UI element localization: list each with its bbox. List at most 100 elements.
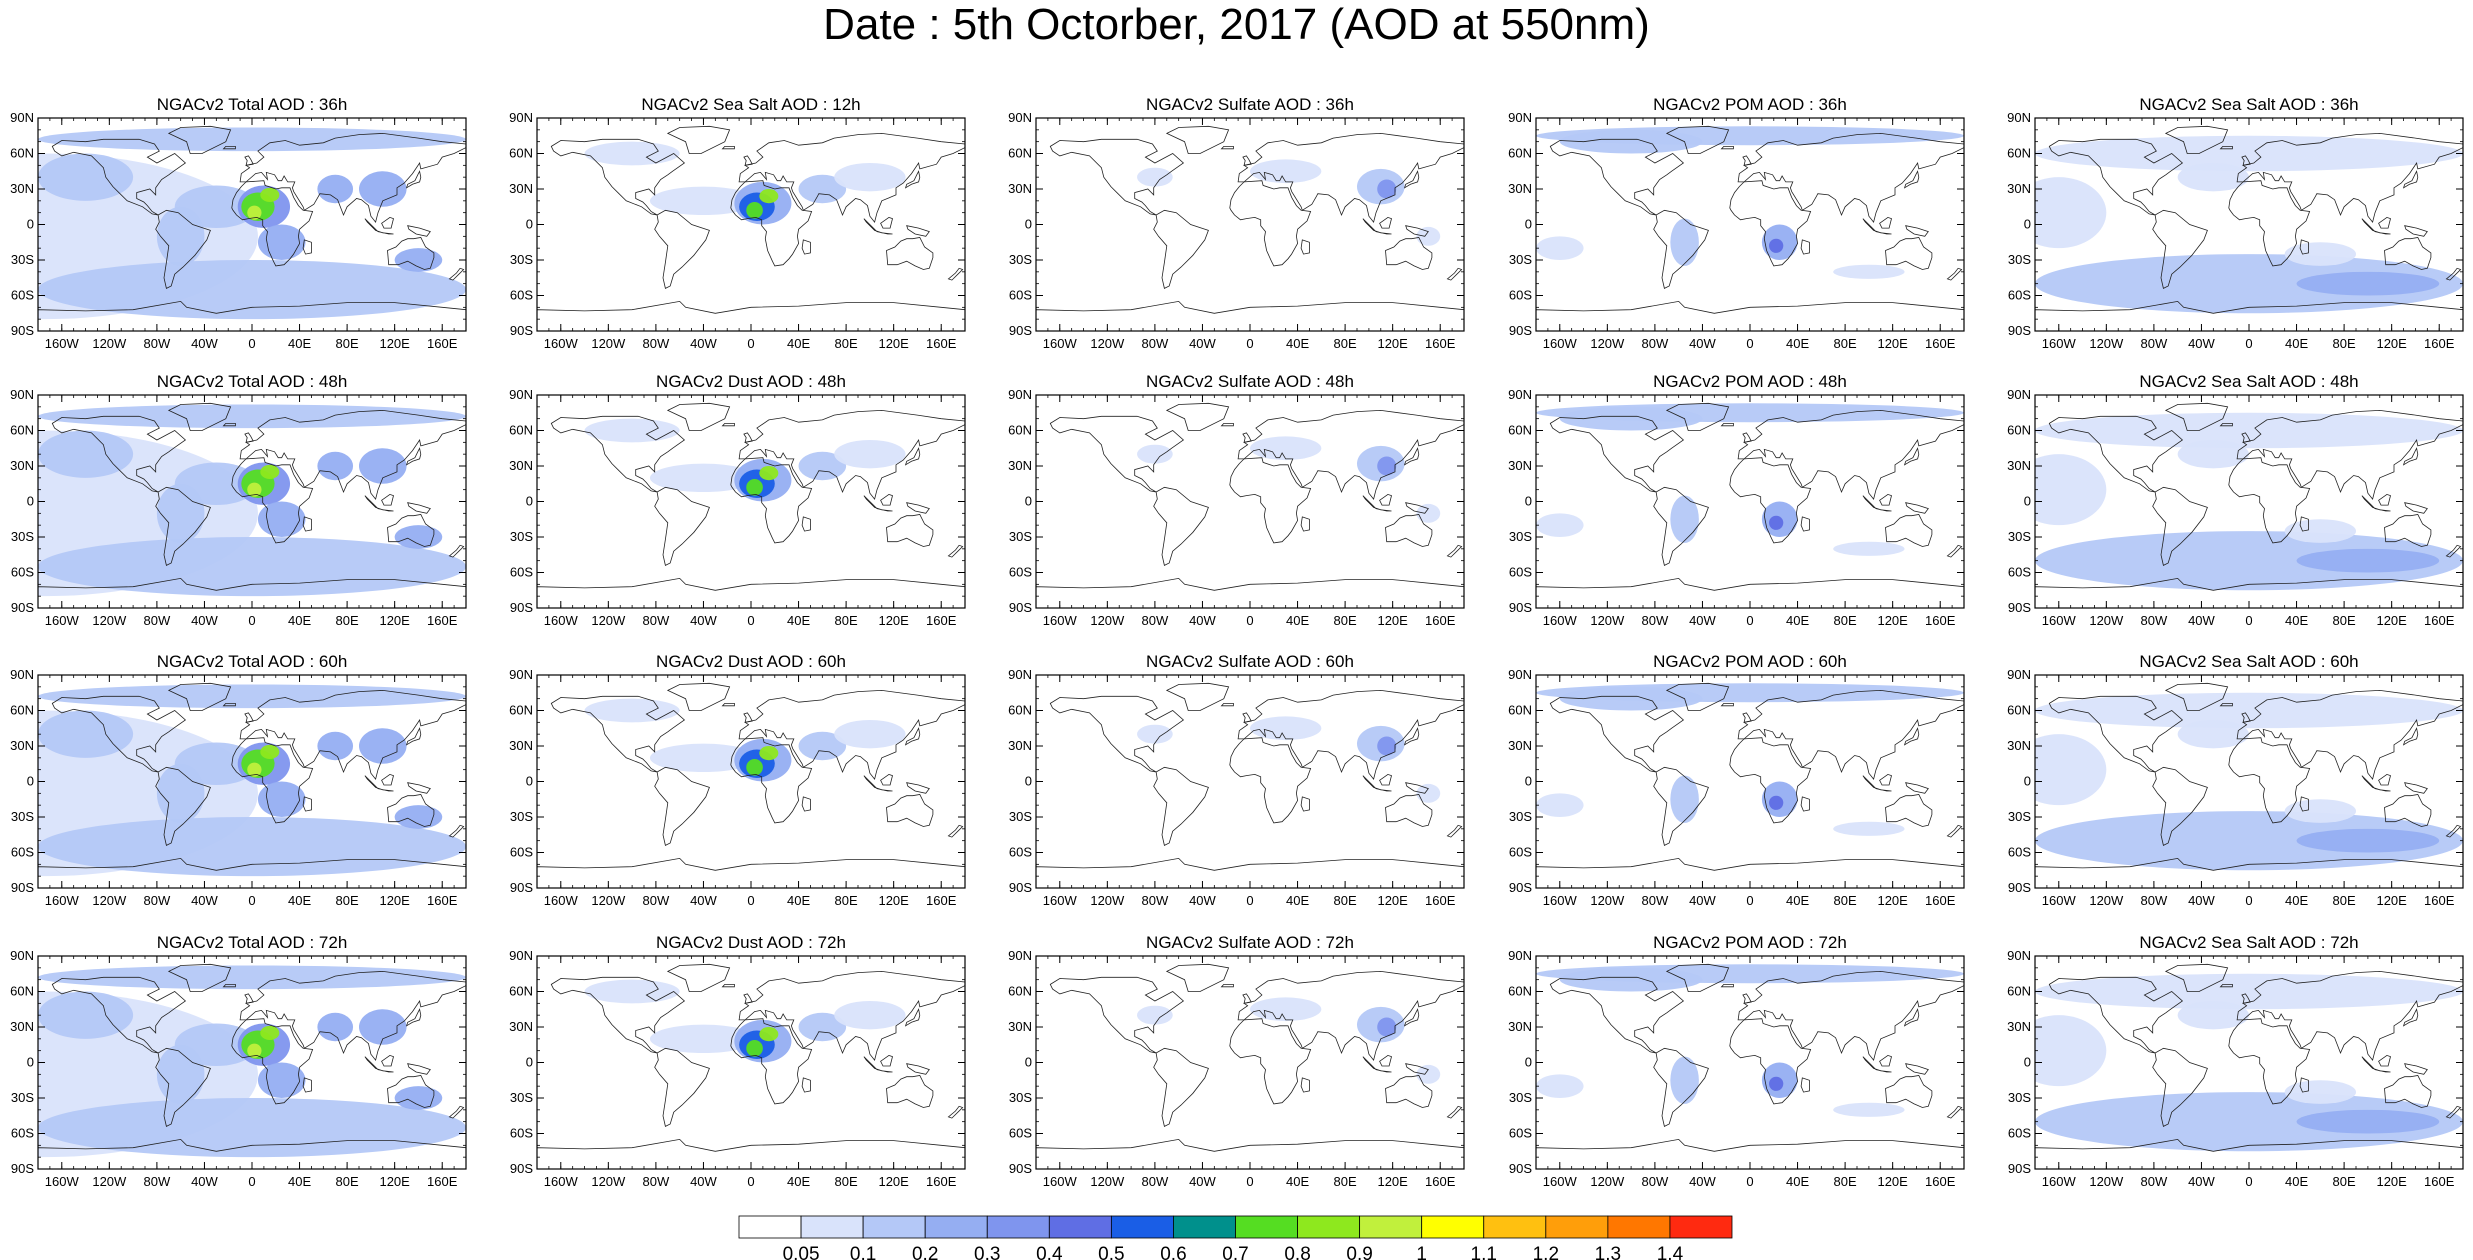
colorbar-label: 0.1 xyxy=(850,1244,876,1260)
lon-tick-label: 80E xyxy=(835,1174,858,1189)
map-background xyxy=(1036,956,1464,1169)
lat-tick-label: 60N xyxy=(509,146,533,161)
lon-tick-label: 40W xyxy=(191,336,218,351)
coastline-africa xyxy=(1229,180,1312,267)
aod-contour xyxy=(394,805,443,829)
coastline-newguinea xyxy=(1905,225,1929,237)
coastline-uk xyxy=(743,155,753,166)
lon-tick-label: 160W xyxy=(544,893,579,908)
panel-title: NGACv2 Total AOD : 60h xyxy=(157,652,348,671)
coastlines xyxy=(2035,963,2463,1169)
aod-field xyxy=(1536,683,1964,836)
coastline-madagascar xyxy=(2299,796,2309,812)
coastline-africa xyxy=(730,737,813,824)
coastline-antarctica xyxy=(38,577,466,608)
coastline-uk xyxy=(1242,993,1252,1004)
lon-tick-label: 120W xyxy=(92,893,127,908)
lon-tick-label: 120E xyxy=(379,893,410,908)
coastline-antarctica xyxy=(1036,1138,1464,1169)
coastline-uk xyxy=(1242,432,1252,443)
coastline-greenland xyxy=(666,125,731,154)
lon-tick-label: 160E xyxy=(2424,336,2455,351)
aod-contour xyxy=(38,430,134,478)
lat-tick-label: 30N xyxy=(1508,738,1532,753)
colorbar-swatch xyxy=(738,1215,802,1239)
coastline-indonesia xyxy=(364,1056,394,1073)
lon-tick-label: 80E xyxy=(336,336,359,351)
lat-tick-label: 30N xyxy=(509,1019,533,1034)
coastline-eurasia xyxy=(1737,689,1964,780)
lat-tick-label: 60N xyxy=(1008,146,1032,161)
coastline-japan xyxy=(904,727,921,746)
lon-tick-label: 160E xyxy=(427,613,458,628)
coastline-iceland xyxy=(721,145,735,150)
lon-tick-label: 0 xyxy=(747,893,754,908)
aod-contour xyxy=(394,525,443,549)
aod-contour xyxy=(1559,967,1703,992)
lon-tick-label: 80E xyxy=(2333,336,2356,351)
coastline-madagascar xyxy=(801,239,811,255)
lon-tick-label: 0 xyxy=(1746,893,1753,908)
lat-tick-label: 90N xyxy=(1508,948,1532,963)
lon-tick-label: 40E xyxy=(1786,336,1809,351)
coastline-samerica xyxy=(2152,766,2208,846)
coastline-namerica xyxy=(1049,138,1185,216)
coastline-iceland xyxy=(1220,145,1234,150)
aod-contour xyxy=(759,1027,779,1042)
coastline-australia xyxy=(886,514,934,547)
lon-tick-label: 80W xyxy=(2141,1174,2168,1189)
lon-tick-label: 80W xyxy=(144,1174,171,1189)
panel-title: NGACv2 Dust AOD : 72h xyxy=(656,933,846,952)
aod-contour xyxy=(260,1025,280,1041)
lat-tick-label: 30S xyxy=(1009,252,1032,267)
lon-tick-label: 120E xyxy=(1877,336,1908,351)
aod-contour xyxy=(1536,1074,1584,1098)
aod-contour xyxy=(359,171,407,207)
lat-tick-label: 90N xyxy=(1508,387,1532,402)
aod-contour xyxy=(1137,444,1173,464)
lat-tick-label: 30S xyxy=(510,252,533,267)
colorbar-label: 0.05 xyxy=(783,1244,820,1260)
lon-tick-label: 160E xyxy=(1425,1174,1456,1189)
coastline-antarctica xyxy=(1036,857,1464,888)
lat-tick-label: 60S xyxy=(11,1126,34,1141)
coastline-indonesia xyxy=(364,775,394,792)
aod-contour xyxy=(38,127,466,152)
lon-tick-label: 160E xyxy=(1425,893,1456,908)
lon-tick-label: 80W xyxy=(1142,893,1169,908)
coastline-nz xyxy=(947,267,964,281)
map-background xyxy=(1036,118,1464,331)
lat-tick-label: 30N xyxy=(1508,1019,1532,1034)
coastline-namerica xyxy=(1049,695,1185,773)
coastline-nz xyxy=(2445,267,2462,281)
lon-tick-label: 40E xyxy=(787,1174,810,1189)
aod-contour xyxy=(1377,1017,1397,1037)
lon-tick-label: 40E xyxy=(2285,1174,2308,1189)
lon-tick-label: 80E xyxy=(1334,1174,1357,1189)
coastline-indonesia xyxy=(364,218,394,235)
lat-tick-label: 90S xyxy=(1009,880,1032,895)
lat-tick-label: 60S xyxy=(1509,845,1532,860)
aod-contour xyxy=(746,479,763,496)
aod-contour xyxy=(1137,167,1173,187)
lat-tick-label: 30N xyxy=(10,181,34,196)
lat-tick-label: 60S xyxy=(2008,1126,2031,1141)
lat-tick-label: 30S xyxy=(11,252,34,267)
aod-contour xyxy=(38,1098,466,1158)
lat-tick-label: 30S xyxy=(1509,529,1532,544)
colorbar-label: 1.3 xyxy=(1595,1244,1621,1260)
coastline-newguinea xyxy=(1905,782,1929,794)
map-background xyxy=(1536,956,1964,1169)
aod-contour xyxy=(1670,775,1699,823)
coastline-borneo xyxy=(2378,216,2391,229)
lat-tick-label: 60N xyxy=(2007,703,2031,718)
lat-tick-label: 60N xyxy=(1008,703,1032,718)
colorbar-swatch xyxy=(800,1215,864,1239)
coastline-newguinea xyxy=(407,782,431,794)
lon-tick-label: 120W xyxy=(1090,336,1125,351)
lat-tick-label: 60S xyxy=(2008,565,2031,580)
lon-tick-label: 0 xyxy=(248,613,255,628)
lon-tick-label: 40E xyxy=(288,336,311,351)
colorbar-swatch xyxy=(1669,1215,1733,1239)
lon-tick-label: 40E xyxy=(787,336,810,351)
